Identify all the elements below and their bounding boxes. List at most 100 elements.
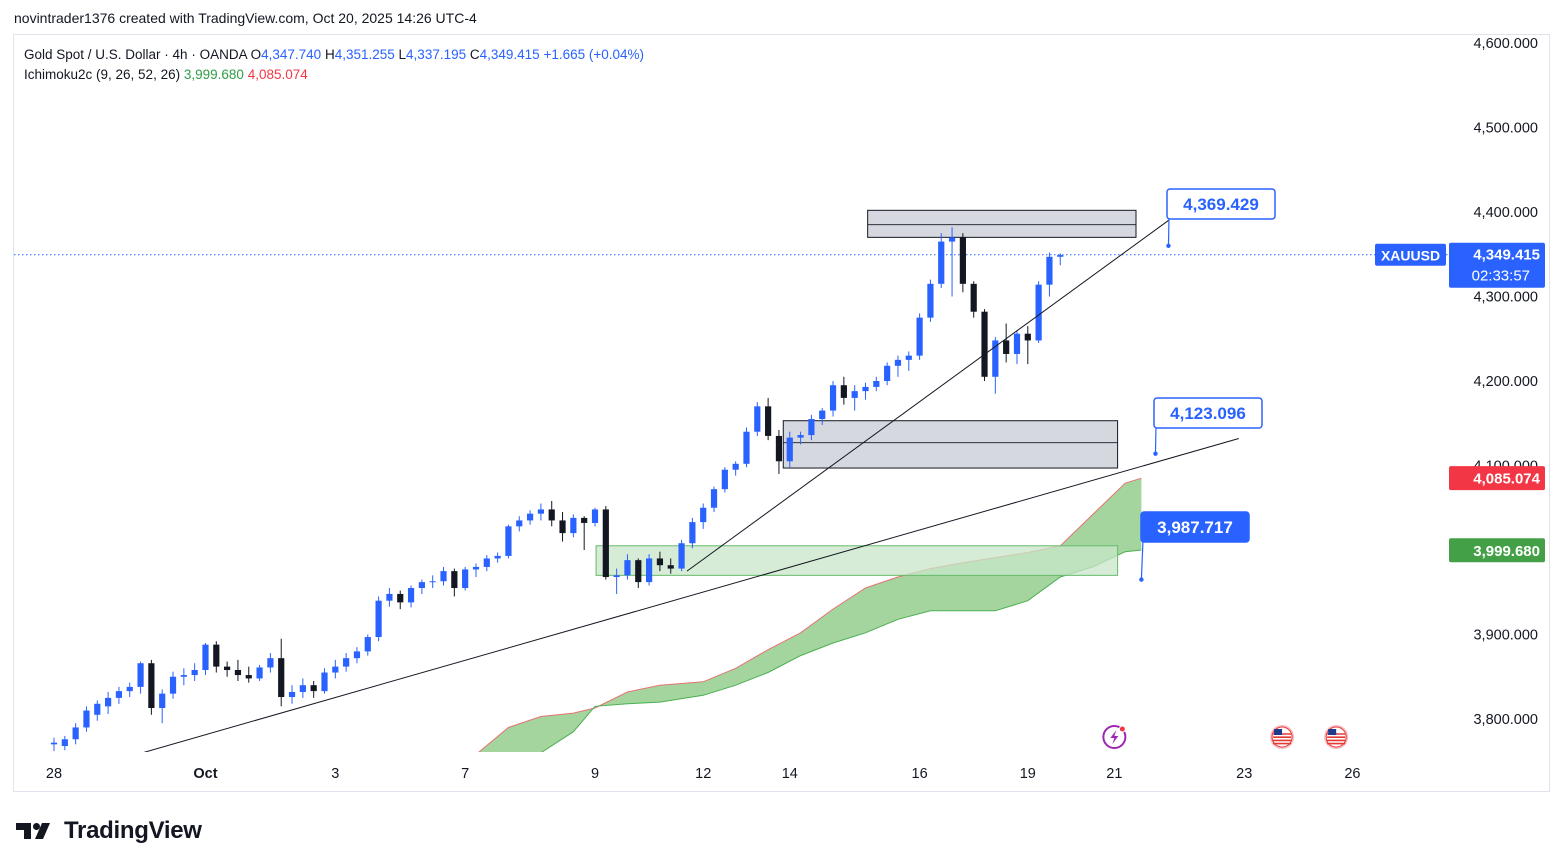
candle-body [1024, 333, 1031, 341]
x-tick-label: 21 [1106, 766, 1122, 782]
us-flag-canton [1328, 729, 1337, 735]
candle-body [169, 676, 177, 694]
candle-body [819, 410, 826, 420]
ichimoku-cloud [479, 478, 1142, 752]
tradingview-logo[interactable]: TradingView [16, 816, 202, 846]
candle-body [180, 675, 187, 677]
candle-body [732, 463, 739, 470]
candle-body [191, 669, 198, 676]
flash-event-dot [1118, 725, 1126, 733]
y-tick-label: 4,200.000 [1473, 374, 1538, 390]
trendline-0 [143, 437, 1239, 752]
candle-body [137, 663, 144, 687]
candle-body [916, 317, 923, 356]
symbol-legend-row: Gold Spot / U.S. Dollar · 4h · OANDA O4,… [24, 45, 644, 65]
callout-leader-2 [1140, 539, 1144, 580]
candle-body [775, 435, 783, 462]
candle-body [710, 489, 718, 508]
candle-body [213, 644, 220, 667]
callout-anchor-2 [1139, 577, 1144, 582]
y-tick-label: 3,800.000 [1473, 712, 1538, 728]
candle-body [310, 685, 317, 692]
x-tick-label: 3 [331, 766, 339, 782]
us-flag-canton [1274, 729, 1283, 735]
indicator-value-span-a: 4,085.074 [247, 67, 308, 82]
symbol-title[interactable]: Gold Spot / U.S. Dollar · 4h · OANDA [24, 47, 247, 62]
candle-body [94, 703, 101, 715]
candle-body [700, 507, 707, 523]
candle-body [278, 658, 285, 698]
chart-frame [13, 34, 1550, 792]
x-tick-label: 14 [782, 766, 798, 782]
indicator-value-span-b: 3,999.680 [183, 67, 244, 82]
candle-body [862, 386, 869, 392]
plot-area [14, 209, 1448, 752]
x-tick-label: 16 [912, 766, 928, 782]
candle-body [105, 697, 112, 707]
candle-body [656, 558, 664, 566]
candle-body [992, 340, 999, 377]
candle-body [429, 581, 436, 583]
callout-leader-1 [1154, 425, 1157, 454]
high-label: H [324, 47, 335, 62]
flash-bolt-icon [1110, 730, 1119, 744]
candle-body [1057, 255, 1064, 257]
x-tick-label: 19 [1020, 766, 1036, 782]
y-tick-label: 3,900.000 [1473, 628, 1538, 644]
y-tick-label: 4,400.000 [1473, 205, 1538, 221]
candle-body [483, 558, 490, 567]
open-value: 4,347.740 [261, 47, 322, 62]
candle-body [343, 658, 350, 667]
callout-anchor-0 [1166, 243, 1171, 248]
candle-body [115, 691, 123, 698]
trendline-1 [686, 220, 1169, 572]
y-tick-label: 4,600.000 [1473, 36, 1538, 52]
candle-body [451, 571, 458, 589]
candle-body [905, 355, 912, 360]
symbol-tag-label: XAUUSD [1381, 248, 1440, 264]
x-tick-label: Oct [193, 766, 217, 782]
indicator-legend-row: Ichimoku2c (9, 26, 52, 26) 3,999.680 4,0… [24, 65, 644, 85]
candle-body [851, 391, 858, 398]
y-tick-label: 4,500.000 [1473, 121, 1538, 137]
x-tick-label: 26 [1344, 766, 1360, 782]
x-tick-label: 28 [46, 766, 62, 782]
candle-body [873, 381, 880, 387]
candle-body [472, 566, 480, 570]
y-tick-label: 4,300.000 [1473, 290, 1538, 306]
candle-body [245, 675, 252, 679]
zone-2 [595, 545, 1119, 576]
candle-body [364, 637, 371, 652]
candle-body [526, 513, 534, 521]
candle-body [602, 509, 609, 578]
candle-body [884, 365, 891, 381]
indicator-price-value-1: 4,085.074 [1473, 471, 1540, 488]
candle-body [61, 739, 68, 747]
tradingview-logo-icon [16, 823, 50, 839]
open-label: O [250, 47, 262, 62]
candle-body [516, 520, 523, 527]
candle-body [570, 517, 577, 534]
indicator-title[interactable]: Ichimoku2c (9, 26, 52, 26) [24, 67, 181, 82]
candle-body [418, 582, 425, 589]
low-label: L [398, 47, 407, 62]
candle-body [840, 385, 847, 398]
candle-body [581, 517, 588, 523]
close-value: 4,349.415 [479, 47, 540, 62]
indicator-price-tag-2 [1449, 538, 1545, 563]
candle-body [797, 435, 804, 438]
callout-label-0: 4,369.429 [1183, 195, 1259, 214]
candle-body [159, 693, 166, 709]
candle-body [1046, 256, 1053, 285]
candle-body [386, 593, 393, 601]
candle-body [678, 543, 685, 569]
candle-body [440, 571, 447, 582]
candle-body [1003, 340, 1010, 354]
candle-body [829, 385, 837, 411]
candle-body [332, 666, 339, 673]
high-value: 4,351.255 [334, 47, 395, 62]
candle-body [786, 437, 793, 462]
zone-1 [782, 420, 1119, 469]
candle-body [970, 283, 977, 312]
